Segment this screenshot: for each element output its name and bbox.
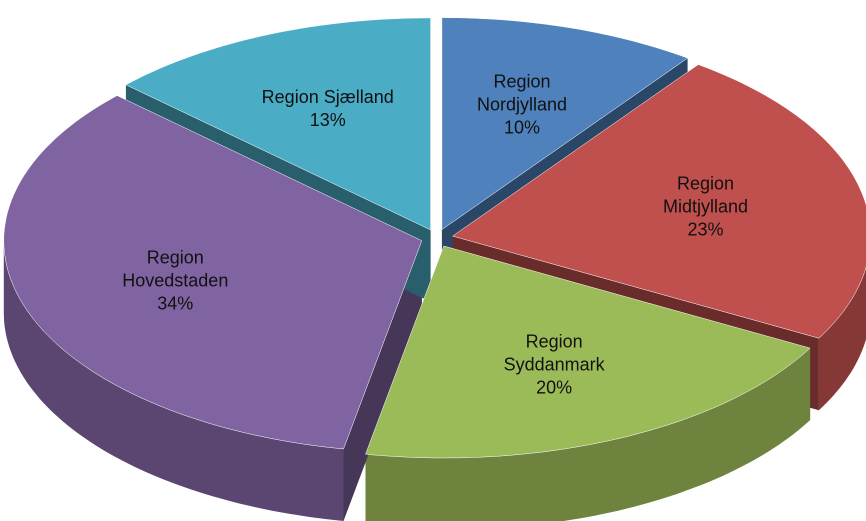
slice <box>365 245 811 459</box>
value-label: 10% <box>504 117 541 138</box>
slice-side <box>365 348 811 521</box>
slice <box>452 64 866 339</box>
value-label: 13% <box>309 110 346 131</box>
category-label: Region Midtjylland <box>663 173 749 217</box>
slice <box>441 17 689 231</box>
value-label: 20% <box>536 377 573 398</box>
data-label: Region Midtjylland 23% <box>635 173 777 242</box>
category-label: Region Syddanmark <box>503 331 605 375</box>
category-label: Region Nordjylland <box>476 71 568 115</box>
slice <box>125 17 431 231</box>
value-label: 23% <box>687 219 724 240</box>
value-label: 34% <box>157 293 194 314</box>
slice-wall <box>343 240 422 521</box>
slice-side <box>818 267 866 411</box>
category-label: Region Sjælland <box>261 87 394 108</box>
category-label: Region Hovedstaden <box>122 247 229 291</box>
slice <box>3 95 423 450</box>
data-label: Region Nordjylland 10% <box>451 70 593 139</box>
data-label: Region Syddanmark 20% <box>483 330 625 399</box>
slice-side <box>3 240 344 521</box>
data-label: Region Sjælland 13% <box>257 86 399 132</box>
data-label: Region Hovedstaden 34% <box>104 247 246 316</box>
